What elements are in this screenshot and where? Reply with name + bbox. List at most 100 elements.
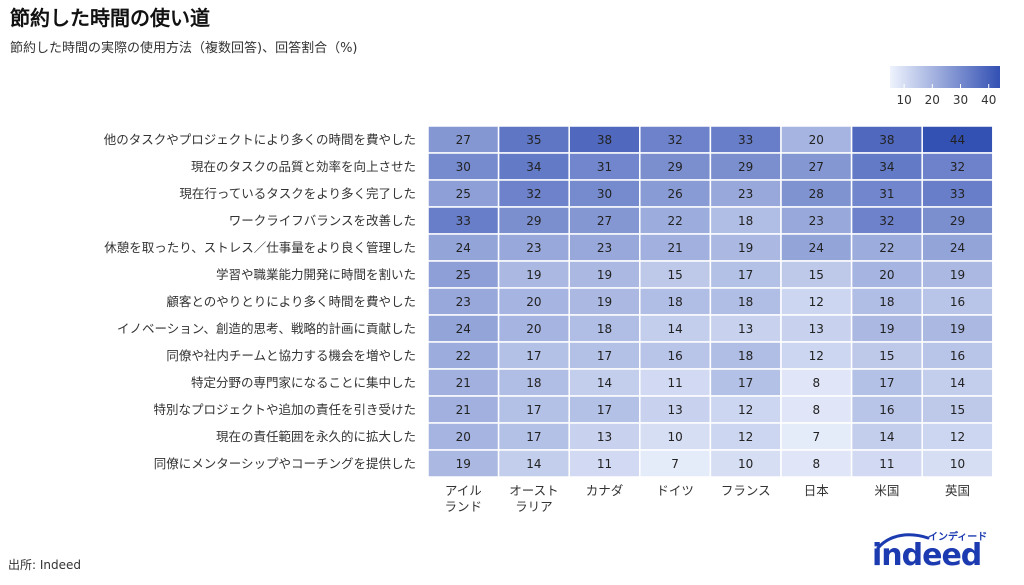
cell-value-label: 18 bbox=[879, 295, 894, 309]
cell-value-label: 25 bbox=[456, 187, 471, 201]
row-label: 現在の責任範囲を永久的に拡大した bbox=[216, 429, 416, 444]
cell-value-label: 20 bbox=[809, 133, 824, 147]
heatmap-cell bbox=[921, 422, 994, 451]
cell-value-label: 23 bbox=[597, 241, 612, 255]
heatmap-cell bbox=[568, 341, 641, 370]
indeed-logo: インディード indeed bbox=[872, 530, 1002, 578]
cell-value-label: 23 bbox=[738, 187, 753, 201]
row-label: 休憩を取ったり、ストレス／仕事量をより良く管理した bbox=[104, 240, 416, 255]
heatmap-cell bbox=[850, 260, 923, 289]
cell-value-label: 20 bbox=[456, 430, 471, 444]
cell-value-label: 19 bbox=[950, 322, 965, 336]
cell-value-label: 30 bbox=[456, 160, 471, 174]
cell-value-label: 31 bbox=[597, 160, 612, 174]
cell-value-label: 17 bbox=[597, 349, 612, 363]
row-label: 特定分野の専門家になることに集中した bbox=[191, 375, 416, 390]
row-label: 現在のタスクの品質と効率を向上させた bbox=[191, 159, 416, 174]
cell-value-label: 18 bbox=[738, 214, 753, 228]
cell-value-label: 18 bbox=[597, 322, 612, 336]
cell-value-label: 16 bbox=[950, 295, 965, 309]
heatmap-cell bbox=[639, 152, 712, 181]
column-label: 日本 bbox=[804, 483, 830, 498]
cell-value-label: 19 bbox=[738, 241, 753, 255]
cell-value-label: 31 bbox=[879, 187, 894, 201]
heatmap-cell bbox=[921, 395, 994, 424]
cell-value-label: 8 bbox=[812, 403, 820, 417]
cell-value-label: 22 bbox=[456, 349, 471, 363]
cell-value-label: 17 bbox=[738, 376, 753, 390]
cell-value-label: 18 bbox=[526, 376, 541, 390]
heatmap-cell bbox=[639, 368, 712, 397]
cell-value-label: 15 bbox=[879, 349, 894, 363]
cell-value-label: 33 bbox=[950, 187, 965, 201]
cell-value-label: 15 bbox=[667, 268, 682, 282]
cell-value-label: 7 bbox=[812, 430, 820, 444]
cell-value-label: 32 bbox=[667, 133, 682, 147]
heatmap-cell bbox=[850, 206, 923, 235]
cell-value-label: 33 bbox=[456, 214, 471, 228]
cell-value-label: 32 bbox=[879, 214, 894, 228]
cell-value-label: 44 bbox=[950, 133, 965, 147]
heatmap-cell bbox=[427, 314, 500, 343]
cell-value-label: 14 bbox=[526, 457, 541, 471]
legend-tick-label: 10 bbox=[896, 93, 911, 107]
legend-tick-label: 40 bbox=[981, 93, 996, 107]
heatmap-cell bbox=[427, 179, 500, 208]
heatmap-cell bbox=[568, 206, 641, 235]
cell-value-label: 24 bbox=[809, 241, 824, 255]
cell-value-label: 33 bbox=[738, 133, 753, 147]
cell-value-label: 8 bbox=[812, 457, 820, 471]
cell-value-label: 10 bbox=[950, 457, 965, 471]
heatmap-cell bbox=[568, 233, 641, 262]
cell-value-label: 24 bbox=[456, 322, 471, 336]
row-label: 特別なプロジェクトや追加の責任を引き受けた bbox=[153, 402, 416, 417]
heatmap-cell bbox=[780, 287, 853, 316]
cell-value-label: 25 bbox=[456, 268, 471, 282]
cell-value-label: 18 bbox=[738, 295, 753, 309]
cell-value-label: 14 bbox=[879, 430, 894, 444]
column-label: オースト bbox=[509, 483, 558, 498]
cell-value-label: 15 bbox=[809, 268, 824, 282]
heatmap-cell bbox=[497, 152, 570, 181]
cell-value-label: 17 bbox=[526, 403, 541, 417]
column-label: 英国 bbox=[945, 483, 970, 498]
heatmap-cell bbox=[427, 233, 500, 262]
heatmap-cell bbox=[780, 314, 853, 343]
heatmap-cell bbox=[639, 287, 712, 316]
cell-value-label: 32 bbox=[526, 187, 541, 201]
cell-value-label: 23 bbox=[456, 295, 471, 309]
column-label: ランド bbox=[445, 499, 483, 514]
cell-value-label: 19 bbox=[879, 322, 894, 336]
cell-value-label: 21 bbox=[667, 241, 682, 255]
cell-value-label: 11 bbox=[597, 457, 612, 471]
cell-value-label: 17 bbox=[879, 376, 894, 390]
column-label: ラリア bbox=[515, 499, 553, 514]
cell-value-label: 29 bbox=[950, 214, 965, 228]
cell-value-label: 13 bbox=[667, 403, 682, 417]
cell-value-label: 12 bbox=[950, 430, 965, 444]
cell-value-label: 27 bbox=[597, 214, 612, 228]
heatmap-cell bbox=[921, 449, 994, 478]
cell-value-label: 12 bbox=[738, 430, 753, 444]
cell-value-label: 8 bbox=[812, 376, 820, 390]
cell-value-label: 38 bbox=[597, 133, 612, 147]
heatmap-cell bbox=[921, 287, 994, 316]
legend-tick-label: 30 bbox=[953, 93, 968, 107]
row-label: イノベーション、創造的思考、戦略的計画に貢献した bbox=[117, 321, 416, 336]
cell-value-label: 14 bbox=[667, 322, 682, 336]
cell-value-label: 35 bbox=[526, 133, 541, 147]
cell-value-label: 14 bbox=[950, 376, 965, 390]
row-label: 同僚にメンターシップやコーチングを提供した bbox=[154, 456, 416, 471]
cell-value-label: 30 bbox=[597, 187, 612, 201]
cell-value-label: 23 bbox=[526, 241, 541, 255]
cell-value-label: 13 bbox=[809, 322, 824, 336]
heatmap-cell bbox=[709, 395, 782, 424]
heatmap-cell bbox=[780, 152, 853, 181]
logo-word: indeed bbox=[872, 538, 982, 573]
cell-value-label: 17 bbox=[526, 430, 541, 444]
cell-value-label: 12 bbox=[738, 403, 753, 417]
cell-value-label: 15 bbox=[950, 403, 965, 417]
cell-value-label: 10 bbox=[667, 430, 682, 444]
cell-value-label: 22 bbox=[879, 241, 894, 255]
heatmap-cell bbox=[497, 449, 570, 478]
